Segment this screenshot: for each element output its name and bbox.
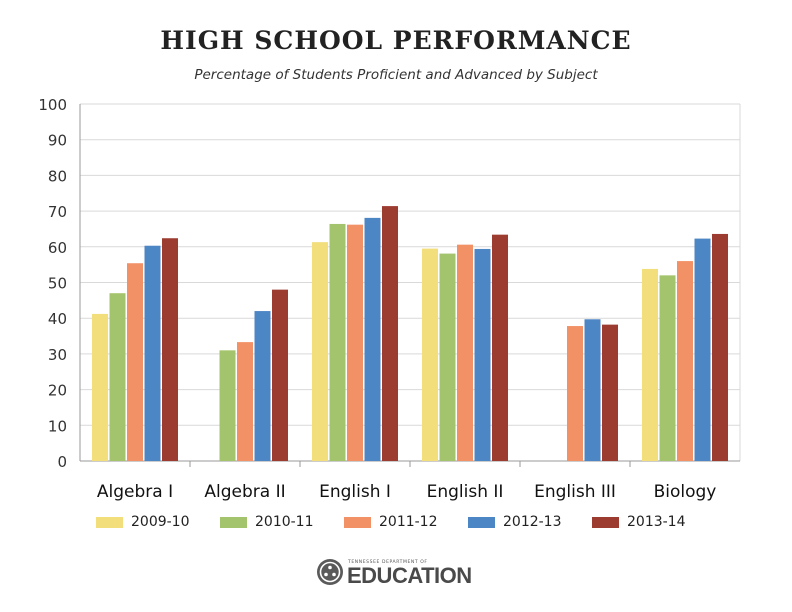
bar [439, 253, 456, 461]
logo-small-text: TENNESSEE DEPARTMENT OF [348, 560, 428, 565]
y-tick-label: 70 [48, 203, 67, 221]
bar [659, 275, 676, 461]
legend-label: 2012-13 [503, 514, 562, 530]
bar [694, 238, 711, 461]
bar [219, 350, 236, 461]
legend-swatch [468, 517, 495, 528]
bar [272, 289, 288, 461]
seal-icon [317, 559, 343, 585]
y-tick-label: 0 [57, 453, 67, 471]
bar [144, 245, 161, 461]
y-tick-label: 60 [48, 239, 67, 257]
legend-label: 2011-12 [379, 514, 438, 530]
legend-swatch [592, 517, 619, 528]
bar [422, 248, 438, 461]
x-category-label: English I [319, 482, 391, 502]
chart-subtitle: Percentage of Students Proficient and Ad… [194, 67, 598, 83]
y-tick-label: 50 [48, 275, 67, 293]
bar [567, 326, 583, 461]
legend-label: 2010-11 [255, 514, 314, 530]
education-logo: TENNESSEE DEPARTMENT OF EDUCATION [316, 558, 496, 588]
bar [712, 233, 728, 461]
chart-title: HIGH SCHOOL PERFORMANCE [160, 26, 632, 55]
bar [329, 223, 346, 461]
bar [492, 234, 508, 461]
logo-big-text: EDUCATION [347, 563, 472, 588]
bar [237, 342, 253, 461]
bar [162, 238, 178, 461]
x-category-label: English II [427, 482, 504, 502]
legend-swatch [344, 517, 371, 528]
y-tick-label: 100 [38, 96, 67, 114]
x-category-label: Biology [654, 482, 717, 502]
y-tick-label: 20 [48, 382, 67, 400]
y-tick-label: 30 [48, 346, 67, 364]
y-tick-label: 40 [48, 310, 67, 328]
bar [382, 206, 398, 461]
y-tick-label: 80 [48, 167, 67, 185]
bar [92, 313, 108, 461]
bar [347, 224, 363, 461]
bar [677, 261, 693, 461]
bar [127, 263, 143, 461]
x-category-label: Algebra II [204, 482, 285, 502]
bar [109, 293, 126, 461]
legend-swatch [220, 517, 247, 528]
y-tick-label: 90 [48, 132, 67, 150]
bar [457, 244, 473, 461]
bar [584, 319, 601, 461]
bar [312, 242, 328, 461]
bar [254, 311, 271, 461]
y-tick-label: 10 [48, 417, 67, 435]
bar [642, 268, 658, 461]
bar [602, 324, 618, 461]
legend-label: 2009-10 [131, 514, 190, 530]
x-category-label: English III [534, 482, 616, 502]
bar [364, 217, 381, 461]
x-category-label: Algebra I [97, 482, 173, 502]
legend-swatch [96, 517, 123, 528]
bar [474, 248, 491, 461]
legend-label: 2013-14 [627, 514, 686, 530]
